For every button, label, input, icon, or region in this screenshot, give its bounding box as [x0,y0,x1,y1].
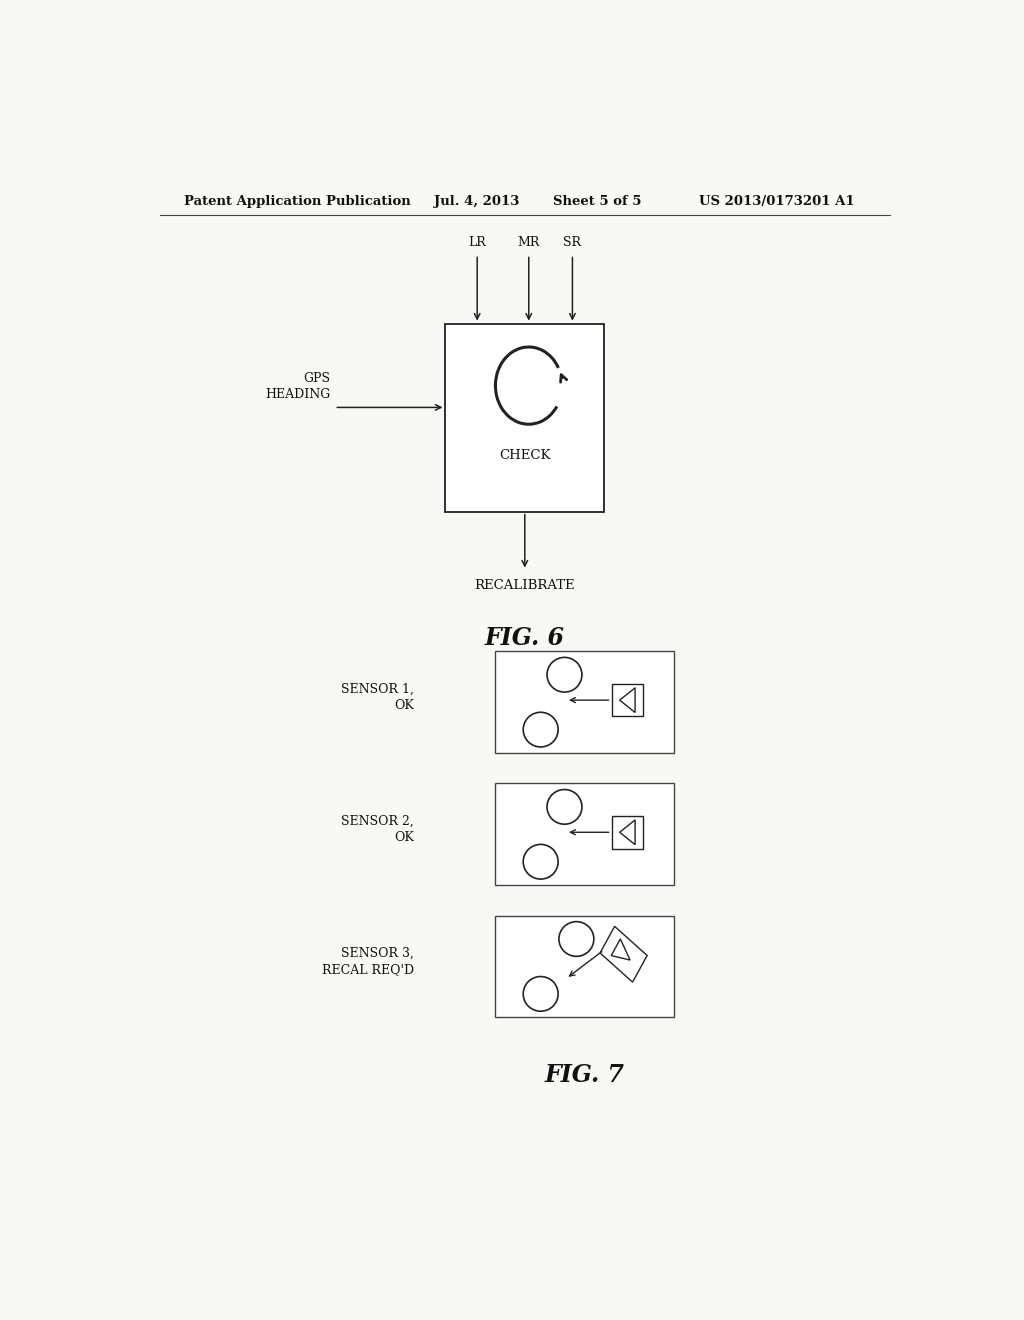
Ellipse shape [547,789,582,824]
Bar [445,323,604,512]
Bar [495,784,674,886]
Text: LR: LR [468,236,486,249]
Text: FIG. 7: FIG. 7 [545,1063,625,1086]
Text: FIG. 6: FIG. 6 [484,627,565,651]
Text: SENSOR 3,
RECAL REQ'D: SENSOR 3, RECAL REQ'D [322,946,414,975]
Text: RECALIBRATE: RECALIBRATE [474,578,575,591]
Text: Sheet 5 of 5: Sheet 5 of 5 [553,194,641,207]
Text: MR: MR [517,236,540,249]
Ellipse shape [523,845,558,879]
Text: US 2013/0173201 A1: US 2013/0173201 A1 [699,194,855,207]
Bar [611,684,643,717]
Text: CHECK: CHECK [499,449,551,462]
Text: GPS
HEADING: GPS HEADING [265,372,331,401]
Text: Jul. 4, 2013: Jul. 4, 2013 [433,194,519,207]
Ellipse shape [523,977,558,1011]
Polygon shape [611,939,630,960]
Polygon shape [620,820,635,845]
Text: SR: SR [563,236,582,249]
Ellipse shape [547,657,582,692]
Text: SENSOR 1,
OK: SENSOR 1, OK [341,682,414,711]
Ellipse shape [523,713,558,747]
Text: SENSOR 2,
OK: SENSOR 2, OK [341,814,414,843]
Polygon shape [620,688,635,713]
Ellipse shape [559,921,594,957]
Bar [611,816,643,849]
Bar [495,916,674,1018]
Text: Patent Application Publication: Patent Application Publication [183,194,411,207]
Polygon shape [600,927,647,982]
Bar [495,651,674,752]
